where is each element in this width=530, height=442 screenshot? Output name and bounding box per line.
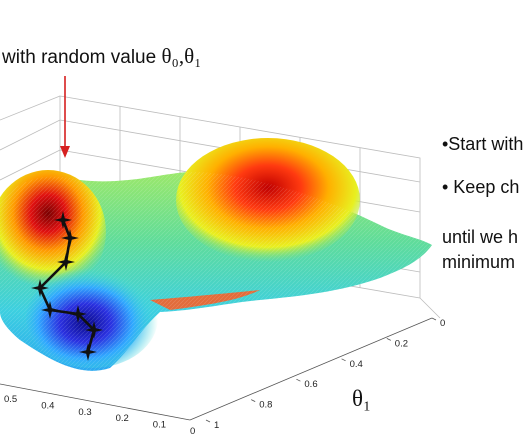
bullet-keep: • Keep ch xyxy=(442,177,520,197)
descent-step-marker xyxy=(61,229,79,247)
theta0-tick-label: 0.4 xyxy=(41,400,54,411)
theta1-tick-label: 1 xyxy=(214,420,219,431)
theta1-axis-label: θ₁ xyxy=(352,386,372,411)
descent-step-marker xyxy=(79,343,97,361)
theta1-tick-label: 0 xyxy=(440,318,445,329)
caption-text: with random value xyxy=(2,47,157,68)
cost-surface xyxy=(0,138,432,371)
axis-lines xyxy=(0,317,433,421)
theta0-tick-label: 0 xyxy=(190,426,195,437)
theta1-tick-mark xyxy=(431,317,437,321)
descent-step-marker xyxy=(57,253,75,271)
caption-params: θ₀,θ₁ xyxy=(161,44,202,68)
theta0-tick-label: 0.3 xyxy=(78,407,91,418)
theta1-tick-mark xyxy=(251,399,256,402)
theta1-tick-label: 0.2 xyxy=(395,338,408,349)
theta1-tick-mark xyxy=(386,338,391,341)
bullet-until: until we h xyxy=(442,227,519,247)
bullet-minimum: minimum xyxy=(442,252,516,272)
theta1-tick-label: 0.8 xyxy=(259,400,272,411)
start-arrow xyxy=(60,76,70,158)
theta0-tick-label: 0.2 xyxy=(116,413,129,424)
theta0-tick-label: 0.1 xyxy=(153,420,166,431)
theta1-axis-ticks: 0 0.2 0.4 0.6 0.8 1 xyxy=(205,317,445,431)
descent-step-marker xyxy=(69,305,87,323)
theta0-axis-ticks: 0.5 0.4 0.3 0.2 0.1 0 xyxy=(4,394,195,437)
bullet-start: •Start with xyxy=(442,134,524,154)
theta1-tick-label: 0.4 xyxy=(350,359,363,370)
descent-path-markers xyxy=(31,211,103,361)
descent-step-marker xyxy=(41,301,59,319)
theta1-tick-mark xyxy=(296,378,301,382)
descent-step-marker xyxy=(85,321,103,339)
theta1-tick-mark xyxy=(341,358,346,362)
theta0-tick-label: 0.5 xyxy=(4,394,17,405)
descent-step-marker xyxy=(54,211,72,229)
start-caption: with random value θ₀,θ₁ xyxy=(2,44,202,69)
theta1-tick-mark xyxy=(205,419,211,423)
descent-step-marker xyxy=(31,279,49,297)
theta1-tick-label: 0.6 xyxy=(304,379,317,390)
